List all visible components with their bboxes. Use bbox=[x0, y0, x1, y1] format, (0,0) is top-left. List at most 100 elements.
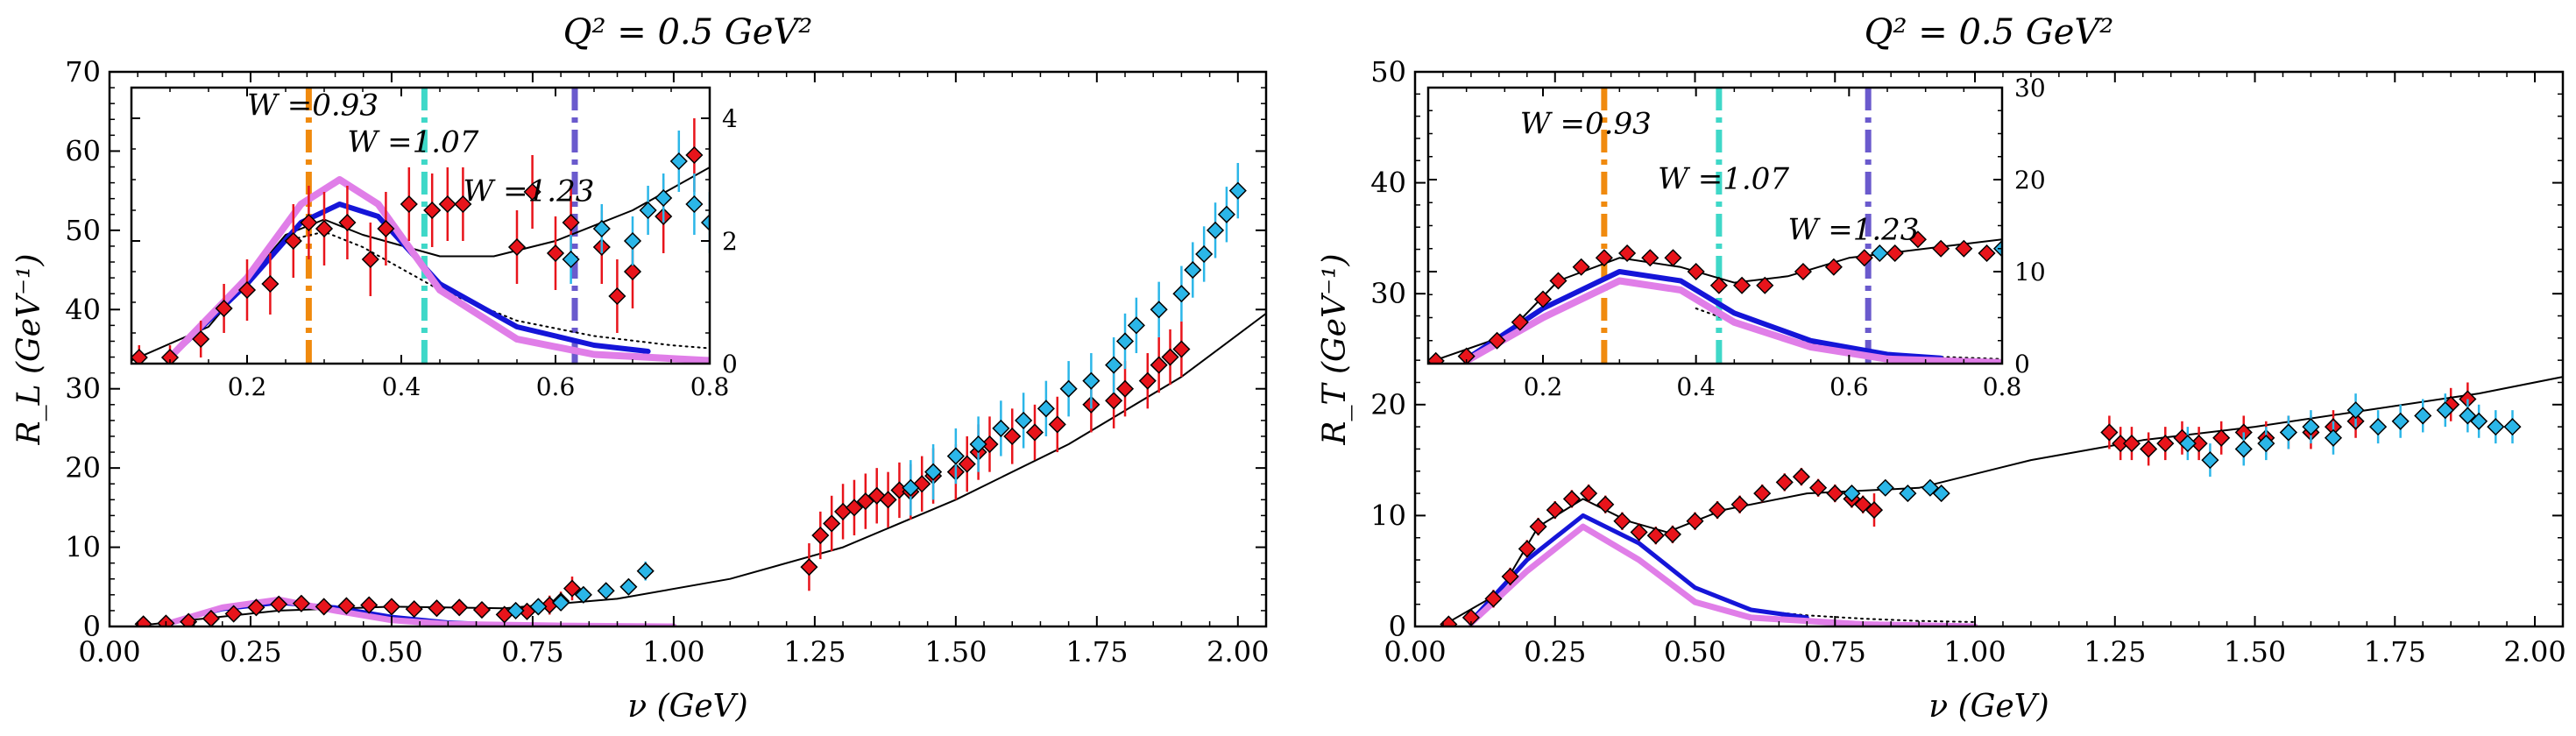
inset-y-tick-label: 4 bbox=[722, 104, 738, 133]
data-point bbox=[1733, 276, 1752, 294]
data-point bbox=[800, 558, 818, 577]
data-point bbox=[1572, 258, 1590, 276]
data-point bbox=[2391, 412, 2410, 430]
inset-x-tick-label: 0.6 bbox=[1829, 372, 1869, 401]
data-point bbox=[1730, 495, 1749, 513]
data-point bbox=[1899, 485, 1917, 503]
y-tick-label: 30 bbox=[65, 372, 101, 406]
data-point bbox=[1932, 485, 1950, 503]
data-point bbox=[523, 182, 541, 202]
data-point bbox=[1886, 244, 1904, 263]
data-point bbox=[315, 598, 333, 616]
data-point bbox=[1161, 348, 1179, 366]
data-point bbox=[1794, 262, 1812, 281]
x-axis-label: ν (GeV) bbox=[1928, 689, 2049, 725]
data-point bbox=[1217, 205, 1235, 223]
data-point bbox=[823, 514, 841, 533]
data-point bbox=[1184, 261, 1202, 280]
y-tick-label: 10 bbox=[1370, 499, 1406, 532]
data-point bbox=[1150, 356, 1168, 374]
resonance-label: W =1.07 bbox=[347, 125, 478, 160]
x-tick-label: 0.75 bbox=[501, 635, 563, 669]
data-point bbox=[2369, 418, 2388, 436]
data-point bbox=[619, 577, 638, 596]
inset-x-tick-label: 0.2 bbox=[228, 372, 267, 401]
data-point bbox=[700, 213, 710, 232]
data-point bbox=[1709, 276, 1728, 294]
data-point bbox=[1618, 244, 1637, 263]
data-point bbox=[131, 348, 148, 364]
curve-e07ee8 bbox=[1468, 523, 1978, 626]
data-point bbox=[1172, 285, 1191, 303]
data-point bbox=[1978, 244, 1996, 263]
series-group bbox=[134, 162, 1266, 626]
data-point bbox=[1687, 262, 1705, 281]
data-point bbox=[958, 455, 976, 473]
data-point bbox=[562, 213, 580, 232]
data-point bbox=[1546, 501, 1564, 520]
y-tick-label: 20 bbox=[65, 451, 101, 485]
curve-000000 bbox=[137, 312, 1266, 626]
data-point bbox=[1511, 313, 1529, 331]
data-point bbox=[1775, 473, 1794, 492]
data-point bbox=[1871, 244, 1889, 263]
x-tick-label: 1.50 bbox=[2224, 635, 2286, 669]
data-point bbox=[2234, 440, 2253, 458]
data-point bbox=[382, 598, 401, 616]
data-point bbox=[215, 299, 233, 318]
data-point bbox=[361, 250, 379, 269]
data-point bbox=[337, 597, 356, 615]
left-panel: 0.00 0.25 0.50 0.75 1.00 1.25 1.50 1.75 2.00 0 10 2… bbox=[11, 12, 1269, 725]
data-point bbox=[1562, 490, 1581, 508]
data-point bbox=[1138, 372, 1157, 390]
data-point bbox=[160, 348, 180, 364]
data-point bbox=[1025, 423, 1044, 442]
data-point bbox=[428, 599, 446, 618]
data-point bbox=[2436, 401, 2454, 420]
inset-x-tick-label: 0.6 bbox=[536, 372, 576, 401]
data-point bbox=[438, 195, 456, 214]
data-point bbox=[1549, 272, 1568, 290]
data-point bbox=[636, 562, 655, 580]
data-point bbox=[1457, 347, 1476, 364]
data-point bbox=[562, 250, 580, 269]
data-point bbox=[1865, 501, 1884, 520]
data-point bbox=[2459, 407, 2477, 425]
y-tick-label: 0 bbox=[83, 610, 101, 643]
x-axis-label: ν (GeV) bbox=[627, 689, 747, 725]
series-group bbox=[131, 118, 710, 364]
data-point bbox=[992, 419, 1010, 437]
inset-frame bbox=[130, 86, 711, 365]
data-point bbox=[1518, 540, 1536, 558]
data-point bbox=[2470, 412, 2488, 430]
data-point bbox=[655, 188, 673, 208]
y-axis-label: R_T (GeV⁻¹) bbox=[1317, 253, 1353, 445]
x-tick-label: 0.25 bbox=[219, 635, 281, 669]
data-point bbox=[2178, 435, 2197, 453]
data-point bbox=[1854, 495, 1872, 513]
data-point bbox=[1048, 415, 1066, 434]
x-tick-label: 2.00 bbox=[1207, 635, 1269, 669]
x-tick-label: 1.75 bbox=[2364, 635, 2426, 669]
data-point bbox=[1753, 485, 1772, 503]
inset-x-tick-label: 0.8 bbox=[690, 372, 730, 401]
x-tick-label: 0.00 bbox=[1384, 635, 1446, 669]
data-point bbox=[1709, 501, 1727, 520]
data-point bbox=[423, 201, 442, 220]
data-point bbox=[454, 195, 472, 214]
data-point bbox=[315, 219, 334, 238]
x-tick-label: 1.25 bbox=[783, 635, 846, 669]
y-tick-label: 40 bbox=[65, 293, 101, 326]
data-point bbox=[623, 262, 642, 281]
data-point bbox=[546, 244, 565, 263]
curve-1515d8 bbox=[1468, 513, 1809, 624]
data-point bbox=[1595, 249, 1613, 267]
plot-frame bbox=[1413, 70, 2565, 628]
data-point bbox=[1843, 485, 1861, 503]
inset-y-tick-label: 2 bbox=[722, 227, 738, 256]
data-point bbox=[377, 219, 395, 238]
data-point bbox=[2122, 435, 2141, 453]
data-point bbox=[946, 447, 965, 465]
plot-frame bbox=[108, 70, 1268, 628]
data-point bbox=[506, 601, 525, 619]
